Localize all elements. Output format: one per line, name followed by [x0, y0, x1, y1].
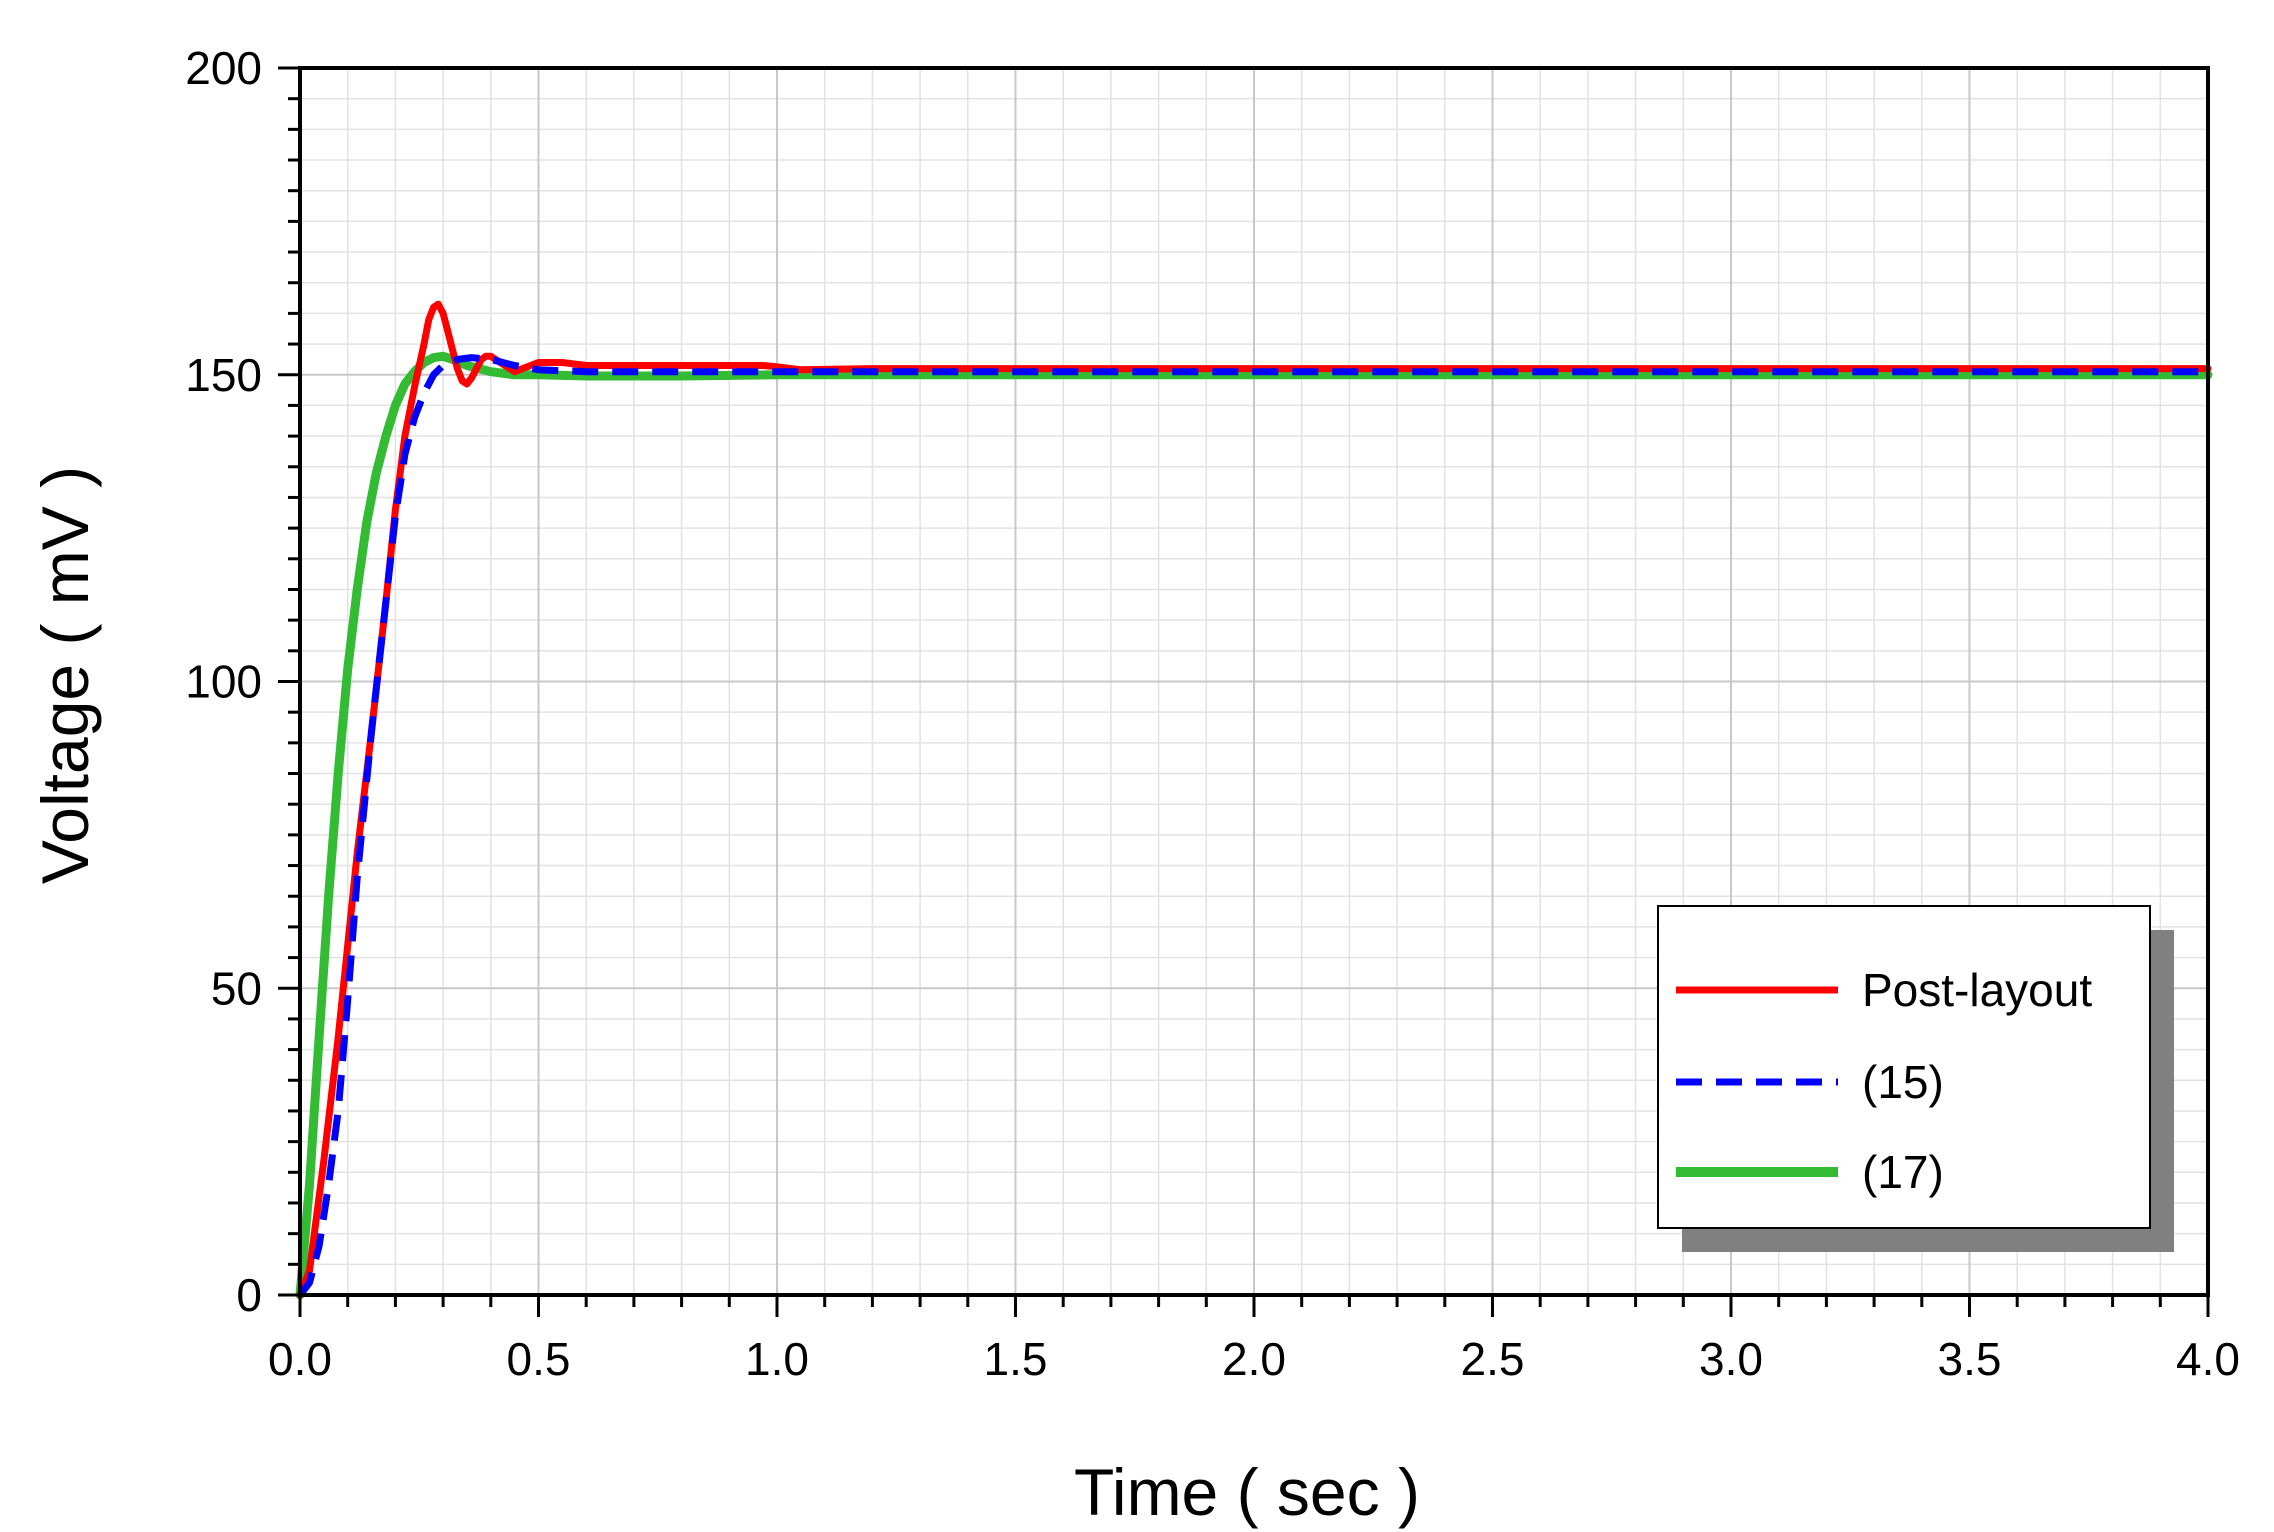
- y-tick-label: 50: [211, 962, 262, 1014]
- x-tick-label: 4.0: [2176, 1333, 2240, 1385]
- y-tick-label: 100: [185, 656, 262, 708]
- tick-labels: 0.0 0.5 1.0 1.5 2.0 2.5 3.0 3.5 4.0 0 50 100 150 200: [185, 42, 2240, 1385]
- y-tick-label: 200: [185, 42, 262, 94]
- series-line-2: [295, 351, 2213, 1300]
- y-tick-label: 150: [185, 349, 262, 401]
- x-axis-title: Time ( sec ): [1074, 1455, 1420, 1529]
- series-line-1: [297, 354, 2208, 1298]
- legend-label: Post-layout: [1862, 964, 2092, 1016]
- legend: Post-layout (15) (17): [1657, 905, 2174, 1252]
- legend-items: Post-layout (15) (17): [1676, 964, 2092, 1198]
- x-tick-label: 1.5: [984, 1333, 1048, 1385]
- x-tick-label: 0.5: [507, 1333, 571, 1385]
- x-tick-label: 3.5: [1938, 1333, 2002, 1385]
- x-tick-label: 3.0: [1699, 1333, 1763, 1385]
- legend-label: (15): [1862, 1056, 1944, 1108]
- x-tick-label: 0.0: [268, 1333, 332, 1385]
- x-tick-label: 2.0: [1222, 1333, 1286, 1385]
- x-tick-label: 2.5: [1461, 1333, 1525, 1385]
- x-tick-label: 1.0: [745, 1333, 809, 1385]
- legend-label: (17): [1862, 1146, 1944, 1198]
- series-layer: [295, 300, 2213, 1300]
- axis-ticks: [278, 66, 2210, 1317]
- series-line-0: [296, 300, 2212, 1299]
- y-tick-label: 0: [236, 1269, 262, 1321]
- y-axis-title: Voltage ( mV ): [28, 466, 102, 884]
